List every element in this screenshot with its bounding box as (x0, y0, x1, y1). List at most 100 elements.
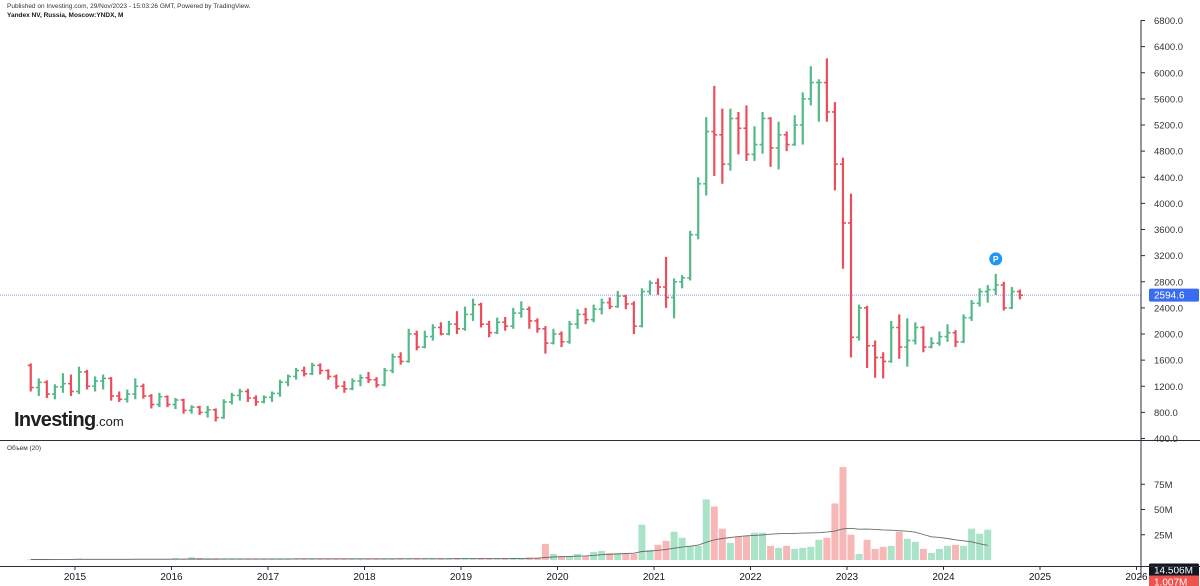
ohlc-bar (920, 326, 927, 353)
ohlc-bar (1000, 281, 1007, 311)
volume-bar (373, 558, 381, 560)
volume-bar (501, 558, 509, 560)
volume-bar (574, 553, 582, 560)
ohlc-bar (888, 320, 895, 363)
ohlc-bar (502, 317, 509, 331)
ohlc-bar (373, 377, 380, 388)
price-tick-label: 6000.0 (1154, 68, 1183, 79)
ohlc-bar (172, 398, 179, 410)
ohlc-bar (59, 373, 66, 393)
price-tick-label: 3200.0 (1154, 251, 1183, 262)
ohlc-bar (148, 394, 155, 409)
ohlc-bar (269, 391, 275, 402)
ohlc-bars (27, 58, 1023, 422)
ohlc-bar (365, 371, 372, 383)
volume-bar (509, 558, 517, 560)
ohlc-bar (687, 230, 694, 281)
ohlc-bar (968, 300, 975, 321)
volume-bar (228, 558, 236, 560)
ohlc-bar (542, 326, 549, 354)
volume-bar (759, 532, 767, 560)
volume-bar (751, 532, 758, 560)
ohlc-bar (759, 111, 766, 154)
volume-bar (960, 545, 968, 560)
ohlc-bar (124, 389, 131, 403)
volume-bar (630, 553, 638, 560)
volume-bar (324, 558, 332, 560)
ohlc-bar (518, 301, 525, 318)
ohlc-bar (663, 256, 670, 308)
ohlc-bar (100, 374, 107, 390)
ohlc-bar (84, 369, 91, 390)
time-tick-label: 2020 (546, 572, 569, 583)
volume-bar (268, 558, 276, 560)
volume-bar (453, 558, 461, 560)
ohlc-bar (116, 391, 123, 402)
ohlc-bar (864, 305, 871, 368)
published-caption: Published on Investing.com, 29/Nov/2023 … (7, 3, 251, 10)
ohlc-bar (478, 302, 485, 328)
time-tick-label: 2026 (1125, 572, 1148, 583)
volume-bar (815, 539, 823, 560)
ohlc-bar (333, 374, 340, 389)
ohlc-bar (646, 280, 653, 295)
investing-logo: Investing.com (14, 409, 124, 433)
volume-tick-label: 50M (1154, 505, 1173, 516)
volume-bar (911, 541, 919, 560)
ohlc-bar (92, 376, 99, 392)
ohlc-bar (719, 108, 726, 184)
price-tick-label: 2000.0 (1154, 330, 1183, 341)
volume-bar (316, 558, 324, 560)
volume-bar (365, 558, 372, 560)
ohlc-bar (703, 117, 710, 196)
ohlc-bar (735, 111, 742, 155)
volume-bar (389, 558, 397, 560)
volume-bar (477, 558, 485, 560)
pane-frames (0, 20, 1200, 578)
volume-bar (791, 548, 799, 560)
ohlc-bar (839, 157, 846, 269)
volume-bar (952, 544, 960, 560)
volume-bar (919, 548, 927, 560)
volume-bar (654, 544, 662, 560)
volume-bar (783, 545, 791, 560)
volume-bar (260, 558, 268, 560)
time-tick-label: 2018 (353, 572, 376, 583)
volume-bar (638, 524, 646, 560)
volume-bar (927, 552, 935, 560)
volume-bar (381, 558, 389, 560)
ohlc-bar (992, 273, 999, 295)
volume-bar (847, 534, 855, 560)
ohlc-bar (751, 126, 758, 161)
ohlc-bar (550, 328, 557, 345)
ohlc-bar (1016, 289, 1023, 300)
price-tick-label: 6800.0 (1154, 16, 1183, 27)
ohlc-bar (357, 374, 364, 387)
ohlc-bar (108, 377, 115, 401)
ohlc-bar (325, 369, 332, 380)
volume-bar (284, 558, 292, 560)
volume-bar (582, 555, 590, 560)
price-tick-label: 4000.0 (1154, 199, 1183, 210)
ohlc-bar (389, 353, 396, 374)
volume-bar (863, 539, 871, 560)
ohlc-bar (462, 306, 468, 331)
ohlc-bar (67, 374, 74, 397)
ohlc-bar (164, 395, 171, 408)
volume-ma-badge-text: 14.506M (1154, 566, 1193, 577)
ohlc-bar (220, 399, 227, 419)
volume-bar (839, 467, 847, 560)
ohlc-bar (277, 379, 284, 397)
volume-bar (469, 558, 477, 560)
volume-bars (27, 467, 992, 561)
volume-bar (879, 546, 887, 560)
time-tick-label: 2019 (450, 572, 473, 583)
ohlc-bar (984, 285, 991, 303)
ohlc-bar (558, 331, 565, 348)
dividend-marker-icon[interactable]: P (989, 252, 1003, 266)
ohlc-bar (590, 304, 597, 323)
volume-ma-path (30, 527, 988, 560)
volume-bar (413, 558, 421, 560)
ohlc-bar (317, 363, 324, 375)
